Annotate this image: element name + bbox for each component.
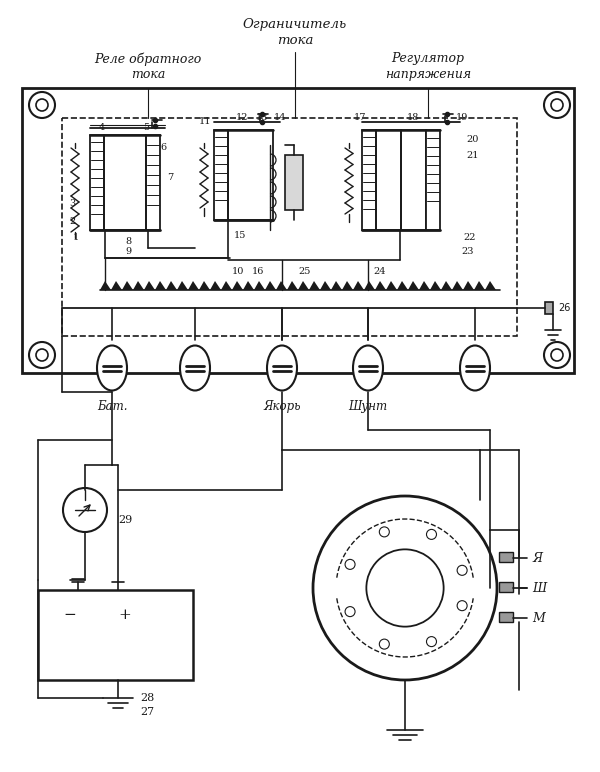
Text: 7: 7 [167,174,173,182]
Text: 16: 16 [252,268,264,276]
Polygon shape [276,281,287,290]
Bar [90,135,104,230]
Polygon shape [353,281,364,290]
Text: Я: Я [532,551,542,564]
Text: 9: 9 [125,248,131,256]
Polygon shape [254,281,265,290]
Polygon shape [375,281,386,290]
Polygon shape [309,281,320,290]
Polygon shape [232,281,243,290]
Polygon shape [155,281,166,290]
Polygon shape [298,281,309,290]
Polygon shape [210,281,221,290]
Text: 21: 21 [467,151,479,160]
Text: 11: 11 [199,117,211,127]
Polygon shape [111,281,122,290]
Text: Якорь: Якорь [263,400,301,413]
Polygon shape [386,281,397,290]
Polygon shape [188,281,199,290]
Text: 2: 2 [70,218,76,226]
Polygon shape [133,281,144,290]
Text: 25: 25 [299,268,311,276]
Polygon shape [463,281,474,290]
Polygon shape [221,281,232,290]
Bar [146,135,160,230]
Polygon shape [287,281,298,290]
Text: 20: 20 [467,136,479,144]
Ellipse shape [267,346,297,391]
Bar [499,612,513,622]
Polygon shape [364,281,375,290]
Polygon shape [177,281,188,290]
Polygon shape [243,281,254,290]
Text: 15: 15 [234,231,246,239]
Text: 27: 27 [140,707,154,717]
Bar [545,302,553,314]
Text: −: − [64,608,76,622]
Polygon shape [452,281,463,290]
Polygon shape [122,281,133,290]
Text: 8: 8 [125,238,131,246]
Text: М: М [532,611,545,625]
Text: 29: 29 [118,515,132,525]
Text: Бат.: Бат. [97,400,127,413]
Text: 18: 18 [407,113,419,123]
Ellipse shape [460,346,490,391]
Text: Регулятор
напряжения: Регулятор напряжения [385,52,471,81]
Bar [426,130,440,230]
Polygon shape [331,281,342,290]
Text: 26: 26 [558,303,571,313]
Bar [362,130,376,230]
Bar [228,130,273,220]
Bar [401,130,426,230]
Text: 10: 10 [232,268,244,276]
Bar [499,552,513,562]
Ellipse shape [180,346,210,391]
Polygon shape [408,281,419,290]
Text: Ограничитель
тока: Ограничитель тока [243,18,347,47]
Bar [376,130,401,230]
Polygon shape [320,281,331,290]
Polygon shape [397,281,408,290]
Bar [285,155,303,210]
Text: 5: 5 [143,124,149,133]
Polygon shape [474,281,485,290]
Text: Шунт: Шунт [349,400,388,413]
Polygon shape [419,281,430,290]
Ellipse shape [353,346,383,391]
Text: 6: 6 [160,144,166,153]
Text: 17: 17 [354,113,366,123]
Polygon shape [342,281,353,290]
Text: 22: 22 [464,233,476,242]
Bar [38,590,193,680]
Text: 28: 28 [140,693,154,703]
Polygon shape [199,281,210,290]
Bar [22,88,574,373]
Text: 13: 13 [256,113,268,123]
Polygon shape [265,281,276,290]
Bar [62,118,517,336]
Polygon shape [144,281,155,290]
Ellipse shape [97,346,127,391]
Text: 3: 3 [69,198,75,208]
Text: 12: 12 [236,113,248,123]
Polygon shape [100,281,111,290]
Text: +: + [119,608,131,622]
Bar [104,135,146,230]
Text: 4: 4 [99,124,105,133]
Polygon shape [430,281,441,290]
Bar [214,130,228,220]
Text: 24: 24 [374,268,386,276]
Text: 19: 19 [456,113,468,123]
Text: 14: 14 [274,113,286,123]
Text: Ш: Ш [532,581,546,594]
Text: Реле обратного
тока: Реле обратного тока [94,52,202,82]
Text: 1: 1 [73,233,79,242]
Polygon shape [166,281,177,290]
Bar [499,582,513,592]
Polygon shape [441,281,452,290]
Text: 23: 23 [462,248,474,256]
Polygon shape [485,281,496,290]
